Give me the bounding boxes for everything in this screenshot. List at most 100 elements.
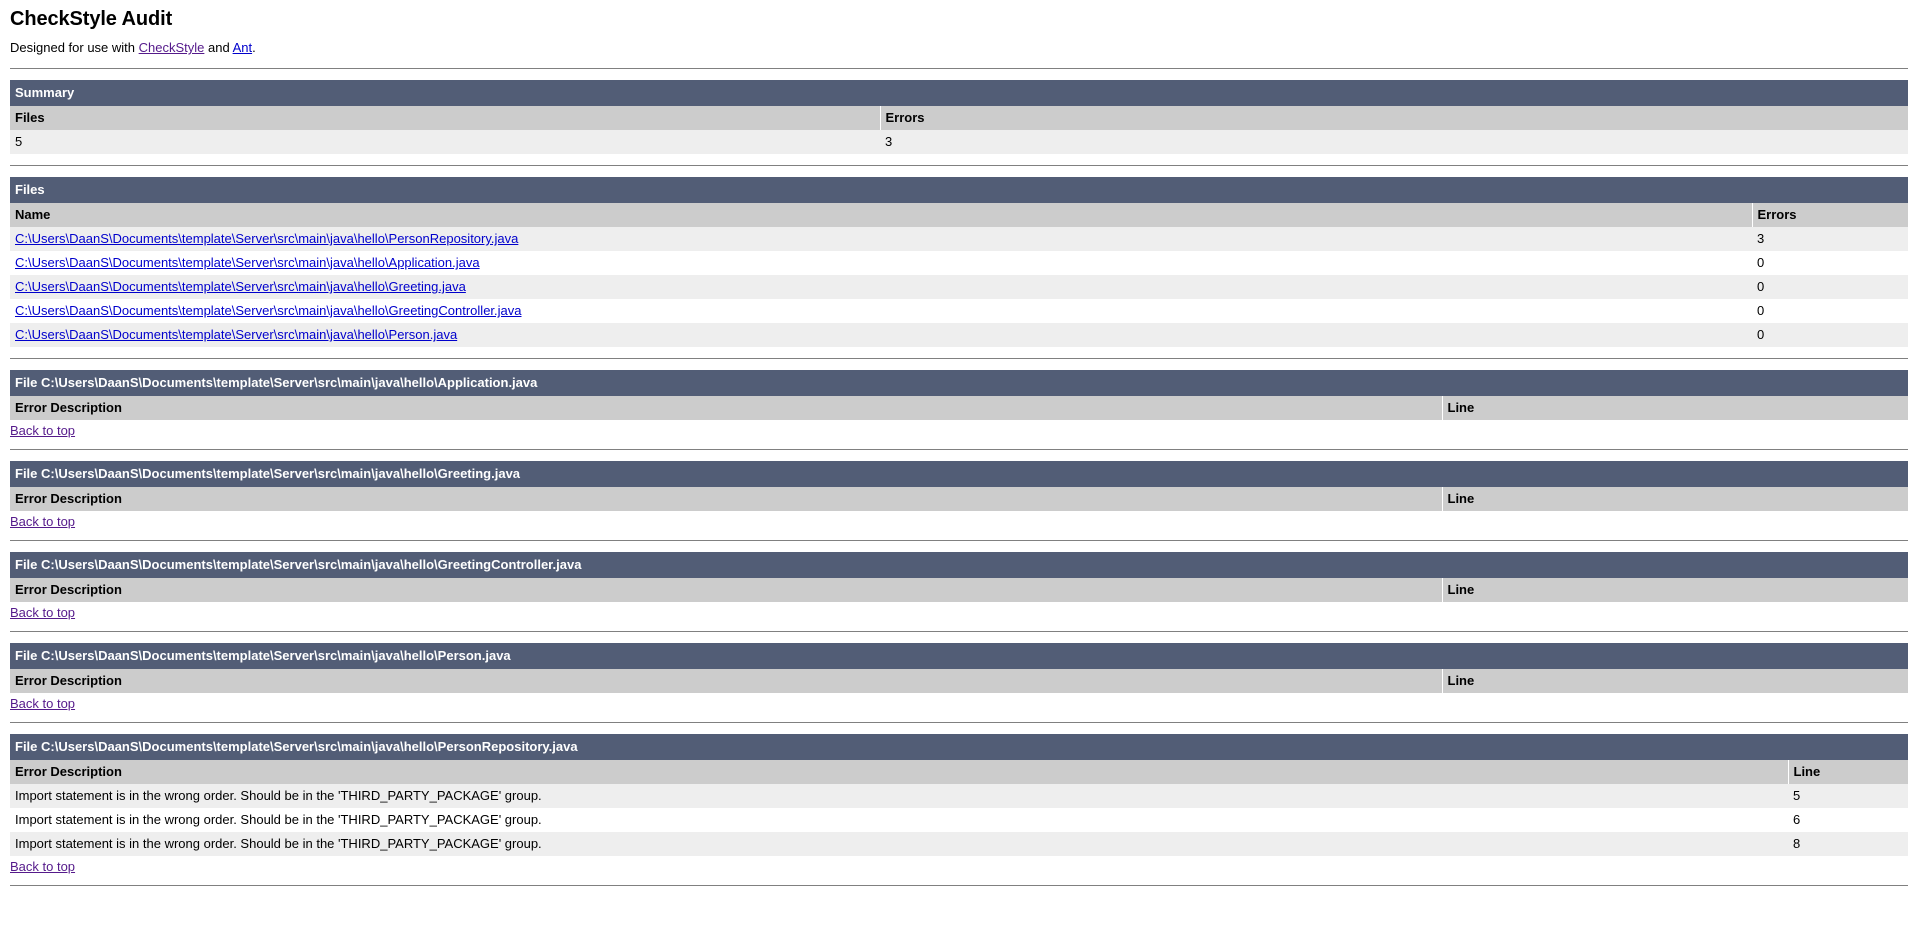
- error-line-cell: 6: [1788, 808, 1908, 832]
- detail-col-line: Line: [1442, 578, 1908, 602]
- file-detail-banner-label: File C:\Users\DaanS\Documents\template\S…: [10, 734, 1908, 760]
- file-detail-section: File C:\Users\DaanS\Documents\template\S…: [10, 461, 1909, 529]
- file-name-cell: C:\Users\DaanS\Documents\template\Server…: [10, 227, 1752, 251]
- divider: [10, 358, 1908, 359]
- files-table: Files Name Errors C:\Users\DaanS\Documen…: [10, 177, 1908, 347]
- back-to-top-container: Back to top: [10, 696, 1908, 711]
- files-banner-label: Files: [10, 177, 1908, 203]
- file-link[interactable]: C:\Users\DaanS\Documents\template\Server…: [15, 279, 466, 294]
- detail-col-error-description: Error Description: [10, 578, 1443, 602]
- file-detail-table: File C:\Users\DaanS\Documents\template\S…: [10, 734, 1908, 856]
- page-subtitle: Designed for use with CheckStyle and Ant…: [10, 40, 1908, 55]
- detail-col-line: Line: [1442, 487, 1909, 511]
- summary-files-count: 5: [10, 130, 880, 154]
- error-description-cell: Import statement is in the wrong order. …: [10, 808, 1788, 832]
- checkstyle-link[interactable]: CheckStyle: [138, 40, 205, 55]
- subtitle-prefix-text: Designed for use with: [10, 40, 139, 55]
- file-detail-header-row: Error Description Line: [10, 487, 1909, 511]
- file-name-cell: C:\Users\DaanS\Documents\template\Server…: [10, 251, 1752, 275]
- file-detail-banner-label: File C:\Users\DaanS\Documents\template\S…: [10, 461, 1909, 487]
- divider: [10, 631, 1908, 632]
- subtitle-suffix-text: .: [252, 40, 256, 55]
- summary-col-files: Files: [10, 106, 881, 130]
- file-detail-banner-label: File C:\Users\DaanS\Documents\template\S…: [10, 370, 1909, 396]
- files-col-name: Name: [10, 203, 1753, 227]
- back-to-top-container: Back to top: [10, 605, 1908, 620]
- files-banner-row: Files: [10, 177, 1908, 203]
- summary-col-errors: Errors: [880, 106, 1908, 130]
- files-header-row: Name Errors: [10, 203, 1908, 227]
- summary-banner-row: Summary: [10, 80, 1908, 106]
- file-detail-header-row: Error Description Line: [10, 669, 1908, 693]
- table-row: C:\Users\DaanS\Documents\template\Server…: [10, 323, 1908, 347]
- summary-header-row: Files Errors: [10, 106, 1908, 130]
- divider: [10, 540, 1908, 541]
- error-line-cell: 8: [1788, 832, 1908, 856]
- file-detail-section: File C:\Users\DaanS\Documents\template\S…: [10, 370, 1909, 438]
- files-col-errors: Errors: [1752, 203, 1908, 227]
- detail-col-line: Line: [1442, 396, 1909, 420]
- summary-banner-label: Summary: [10, 80, 1908, 106]
- detail-col-error-description: Error Description: [10, 669, 1443, 693]
- table-row: Import statement is in the wrong order. …: [10, 832, 1908, 856]
- checkstyle-audit-page: CheckStyle Audit Designed for use with C…: [10, 8, 1909, 886]
- file-detail-banner-row: File C:\Users\DaanS\Documents\template\S…: [10, 461, 1909, 487]
- file-detail-banner-row: File C:\Users\DaanS\Documents\template\S…: [10, 734, 1908, 760]
- file-detail-header-row: Error Description Line: [10, 578, 1908, 602]
- error-description-cell: Import statement is in the wrong order. …: [10, 784, 1788, 808]
- back-to-top-link[interactable]: Back to top: [10, 605, 76, 620]
- file-detail-banner-row: File C:\Users\DaanS\Documents\template\S…: [10, 370, 1909, 396]
- detail-col-error-description: Error Description: [10, 487, 1443, 511]
- file-name-cell: C:\Users\DaanS\Documents\template\Server…: [10, 275, 1752, 299]
- file-detail-section: File C:\Users\DaanS\Documents\template\S…: [10, 552, 1908, 620]
- file-detail-banner-row: File C:\Users\DaanS\Documents\template\S…: [10, 643, 1908, 669]
- table-row: C:\Users\DaanS\Documents\template\Server…: [10, 251, 1908, 275]
- subtitle-middle-text: and: [204, 40, 233, 55]
- file-detail-header-row: Error Description Line: [10, 760, 1908, 784]
- table-row: C:\Users\DaanS\Documents\template\Server…: [10, 275, 1908, 299]
- file-detail-table: File C:\Users\DaanS\Documents\template\S…: [10, 552, 1908, 602]
- file-name-cell: C:\Users\DaanS\Documents\template\Server…: [10, 323, 1752, 347]
- file-errors-cell: 0: [1752, 323, 1908, 347]
- divider: [10, 165, 1908, 166]
- page-title: CheckStyle Audit: [10, 8, 173, 30]
- file-detail-table: File C:\Users\DaanS\Documents\template\S…: [10, 370, 1909, 420]
- back-to-top-container: Back to top: [10, 859, 1908, 874]
- file-detail-banner-label: File C:\Users\DaanS\Documents\template\S…: [10, 643, 1908, 669]
- file-link[interactable]: C:\Users\DaanS\Documents\template\Server…: [15, 303, 522, 318]
- file-link[interactable]: C:\Users\DaanS\Documents\template\Server…: [15, 327, 458, 342]
- divider: [10, 449, 1908, 450]
- detail-col-error-description: Error Description: [10, 396, 1443, 420]
- file-link[interactable]: C:\Users\DaanS\Documents\template\Server…: [15, 231, 519, 246]
- summary-table: Summary Files Errors 5 3: [10, 80, 1908, 154]
- file-errors-cell: 0: [1752, 275, 1908, 299]
- error-description-cell: Import statement is in the wrong order. …: [10, 832, 1788, 856]
- table-row: Import statement is in the wrong order. …: [10, 784, 1908, 808]
- file-name-cell: C:\Users\DaanS\Documents\template\Server…: [10, 299, 1752, 323]
- table-row: C:\Users\DaanS\Documents\template\Server…: [10, 227, 1908, 251]
- file-detail-banner-row: File C:\Users\DaanS\Documents\template\S…: [10, 552, 1908, 578]
- file-detail-section: File C:\Users\DaanS\Documents\template\S…: [10, 643, 1908, 711]
- back-to-top-link[interactable]: Back to top: [10, 696, 76, 711]
- back-to-top-link[interactable]: Back to top: [10, 514, 76, 529]
- divider: [10, 885, 1908, 886]
- file-detail-banner-label: File C:\Users\DaanS\Documents\template\S…: [10, 552, 1908, 578]
- summary-errors-count: 3: [880, 130, 1908, 154]
- file-detail-header-row: Error Description Line: [10, 396, 1909, 420]
- back-to-top-container: Back to top: [10, 514, 1908, 529]
- back-to-top-link[interactable]: Back to top: [10, 423, 76, 438]
- divider: [10, 722, 1908, 723]
- file-errors-cell: 0: [1752, 251, 1908, 275]
- file-link[interactable]: C:\Users\DaanS\Documents\template\Server…: [15, 255, 480, 270]
- back-to-top-link[interactable]: Back to top: [10, 859, 76, 874]
- file-detail-table: File C:\Users\DaanS\Documents\template\S…: [10, 643, 1908, 693]
- file-errors-cell: 3: [1752, 227, 1908, 251]
- error-line-cell: 5: [1788, 784, 1908, 808]
- detail-col-line: Line: [1442, 669, 1908, 693]
- divider: [10, 68, 1908, 69]
- table-row: Import statement is in the wrong order. …: [10, 808, 1908, 832]
- file-errors-cell: 0: [1752, 299, 1908, 323]
- detail-col-line: Line: [1788, 760, 1908, 784]
- file-detail-section: File C:\Users\DaanS\Documents\template\S…: [10, 734, 1908, 874]
- ant-link[interactable]: Ant: [232, 40, 253, 55]
